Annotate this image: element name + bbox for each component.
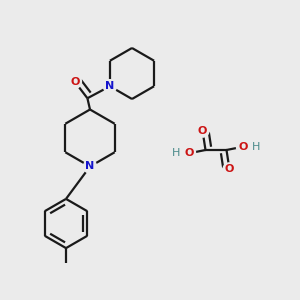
Text: O: O (198, 125, 207, 136)
Text: H: H (172, 148, 181, 158)
Text: O: O (238, 142, 248, 152)
Circle shape (182, 146, 196, 160)
Circle shape (103, 80, 116, 93)
Circle shape (223, 163, 236, 176)
Text: O: O (225, 164, 234, 175)
Text: O: O (70, 77, 80, 87)
Text: H: H (251, 142, 260, 152)
Text: N: N (105, 81, 115, 91)
Text: N: N (85, 161, 94, 172)
Circle shape (68, 75, 81, 88)
Circle shape (83, 160, 97, 173)
Circle shape (196, 124, 209, 137)
Circle shape (236, 140, 250, 154)
Text: O: O (184, 148, 194, 158)
